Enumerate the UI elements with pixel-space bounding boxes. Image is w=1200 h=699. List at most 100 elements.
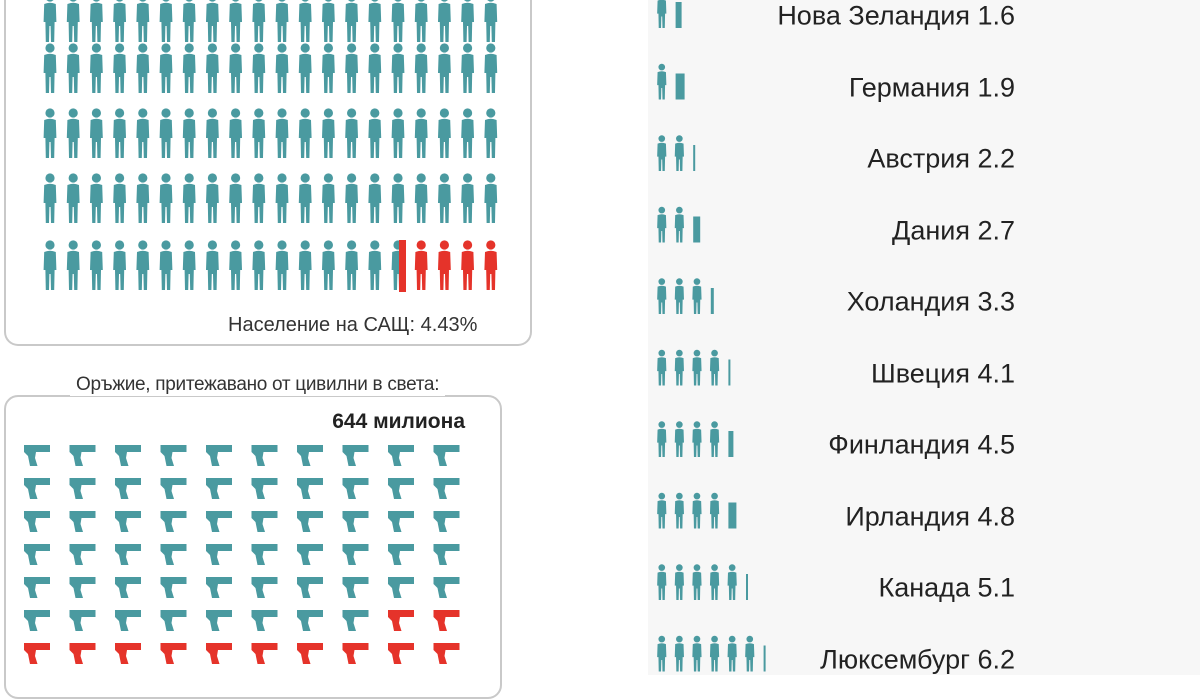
person-icon (692, 635, 702, 672)
person-icon (484, 240, 498, 290)
person-icon (159, 108, 173, 158)
pistol-icon (388, 478, 414, 499)
pistol-icon (115, 610, 141, 631)
pistol-icon (115, 445, 141, 466)
person-icon (113, 173, 126, 223)
country-bar (657, 421, 734, 457)
pistol-icon (69, 445, 96, 466)
person-icon (229, 43, 242, 93)
person-icon (657, 564, 667, 600)
country-label: Дания 2.7 (892, 215, 1015, 245)
person-icon (368, 108, 382, 158)
person-icon (66, 108, 80, 158)
person-icon (113, 108, 126, 158)
person-icon (345, 240, 358, 290)
person-icon (674, 349, 684, 386)
person-icon (182, 108, 196, 158)
pistol-icon (24, 544, 50, 565)
country-bar (657, 0, 682, 28)
person-icon (692, 492, 702, 529)
pistol-icon (388, 544, 414, 565)
pistol-icon (297, 445, 323, 466)
pistol-icon (69, 544, 96, 565)
person-icon (414, 43, 428, 93)
infographic-canvas (24, 0, 766, 672)
person-icon (136, 108, 150, 158)
person-icon (438, 240, 451, 290)
person-icon (90, 240, 103, 290)
person-icon (229, 108, 242, 158)
country-label: Швеция 4.1 (870, 358, 1015, 388)
pistol-icon (115, 544, 141, 565)
pistol-icon (206, 478, 232, 499)
person-icon (461, 173, 474, 223)
pistol-icon (433, 577, 460, 598)
pistol-icon (388, 643, 414, 664)
person-icon (322, 173, 335, 223)
person-icon (229, 240, 242, 290)
person-icon (461, 0, 474, 42)
person-icon (206, 0, 219, 42)
person-icon (322, 43, 335, 93)
person-icon (709, 564, 720, 600)
person-icon-partial (399, 240, 406, 292)
person-icon (345, 43, 358, 93)
person-icon (657, 63, 667, 100)
person-icon (745, 635, 755, 672)
person-icon (484, 0, 498, 42)
person-icon (657, 421, 667, 457)
person-icon-partial (693, 145, 696, 171)
pistol-icon (342, 445, 369, 466)
person-icon (182, 43, 196, 93)
person-icon (113, 0, 126, 42)
person-icon (484, 43, 498, 93)
pistol-icon (206, 610, 232, 631)
person-icon (484, 173, 498, 223)
person-icon (461, 108, 474, 158)
country-bar (657, 63, 685, 100)
pistol-icon (433, 643, 460, 664)
person-icon (206, 173, 219, 223)
person-icon (298, 43, 312, 93)
pistol-icon (251, 544, 278, 565)
person-icon (43, 108, 57, 158)
person-icon (692, 421, 702, 457)
country-bar (657, 135, 696, 171)
person-icon (322, 240, 335, 290)
country-bar (657, 278, 714, 314)
pistol-icon (24, 478, 50, 499)
person-icon-partial (763, 645, 766, 672)
person-icon (727, 635, 737, 672)
pistol-icon (206, 577, 232, 598)
person-icon (136, 0, 150, 42)
person-icon (90, 108, 103, 158)
pistol-icon (342, 544, 369, 565)
pistol-icon (342, 643, 369, 664)
person-icon (414, 108, 428, 158)
person-icon (657, 349, 667, 386)
pistol-icon (69, 577, 96, 598)
person-icon-partial (746, 574, 748, 600)
person-icon (368, 173, 382, 223)
person-icon (368, 0, 382, 42)
pistol-icon (251, 478, 278, 499)
pistol-icon (160, 610, 187, 631)
person-icon (159, 0, 173, 42)
person-icon (136, 173, 150, 223)
person-icon (709, 492, 720, 529)
person-icon (206, 108, 219, 158)
pistol-icon (160, 445, 187, 466)
pistol-icon (297, 643, 323, 664)
pistol-icon (24, 445, 50, 466)
person-icon (345, 0, 358, 42)
person-icon (66, 43, 80, 93)
person-icon (674, 564, 684, 600)
pistol-icon (342, 610, 369, 631)
pistol-icon (388, 445, 414, 466)
pistol-icon (251, 511, 278, 532)
pistol-icon (115, 577, 141, 598)
person-icon (182, 173, 196, 223)
person-icon (159, 43, 173, 93)
person-icon (182, 0, 196, 42)
person-icon (727, 564, 737, 600)
